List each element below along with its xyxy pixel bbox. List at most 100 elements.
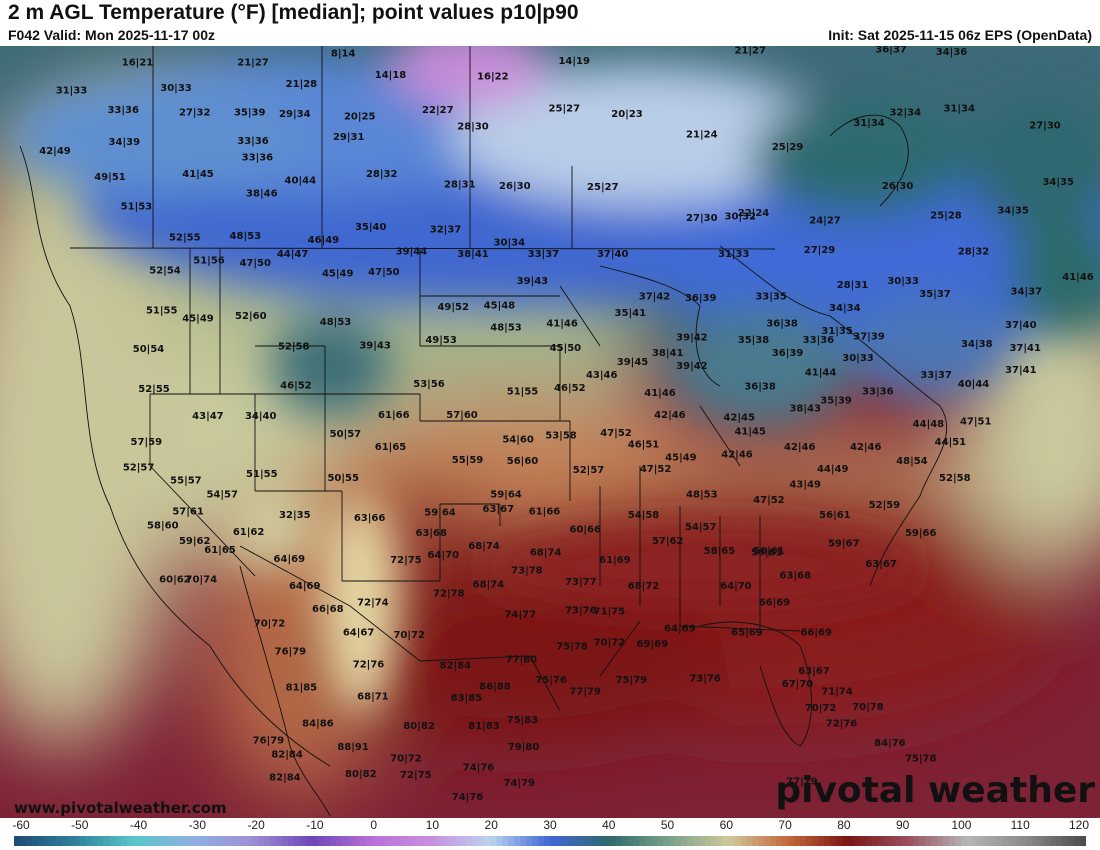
legend-tick-label: -20 [247, 818, 265, 832]
point-value-label: 63|68 [415, 528, 447, 539]
point-value-label: 77|80 [506, 654, 538, 665]
colorbar-segment [669, 836, 676, 846]
legend-tick-label: 0 [370, 818, 377, 832]
point-value-label: 38|41 [652, 348, 684, 359]
colorbar-segment [264, 836, 271, 846]
legend-tick-label: 50 [660, 818, 675, 832]
legend-tick-label: 20 [484, 818, 498, 832]
point-value-label: 37|42 [639, 292, 671, 303]
point-value-label: 51|55 [246, 469, 278, 480]
point-value-label: 72|75 [400, 770, 432, 781]
colorbar-segment [14, 836, 21, 846]
colorbar-segment [109, 836, 116, 846]
colorbar-segment [139, 836, 146, 846]
point-value-label: 52|55 [169, 232, 201, 243]
colorbar-segment [984, 836, 992, 846]
point-value-label: 47|51 [960, 416, 992, 427]
point-value-label: 59|64 [490, 490, 522, 501]
point-value-label: 35|37 [919, 289, 951, 300]
point-value-label: 54|57 [685, 522, 717, 533]
colorbar-segment [19, 836, 27, 846]
point-value-label: 47|52 [640, 464, 672, 475]
point-value-label: 63|68 [780, 571, 812, 582]
colorbar-segment [716, 836, 724, 846]
colorbar-segment [812, 836, 819, 846]
colorbar-segment [829, 836, 837, 846]
temperature-map[interactable]: 16|21 21|27 8|14 14|18 21|28 16|22 14|19 21|27 3… [0, 46, 1100, 818]
colorbar-segment [937, 836, 944, 846]
point-value-label: 38|43 [789, 403, 821, 414]
point-value-label: 30|33 [887, 276, 919, 287]
point-value-label: 46|49 [308, 235, 340, 246]
point-value-label: 41|46 [1062, 272, 1094, 283]
point-value-label: 48|53 [686, 490, 718, 501]
colorbar-segment [949, 836, 956, 846]
legend-tick-label: 100 [951, 818, 972, 832]
point-value-label: 56|60 [507, 456, 539, 467]
colorbar-segment [919, 836, 926, 846]
colorbar-segment [853, 836, 861, 846]
point-value-label: 37|40 [1005, 320, 1037, 331]
point-value-label: 74|77 [505, 609, 537, 620]
point-value-label: 42|46 [784, 442, 816, 453]
colorbar-segment [371, 836, 378, 846]
point-value-label: 20|23 [611, 109, 643, 120]
point-value-label: 45|50 [550, 343, 582, 354]
point-value-label: 72|76 [826, 719, 858, 730]
colorbar-segment [353, 836, 360, 846]
point-value-label: 48|53 [490, 322, 522, 333]
colorbar-segment [103, 836, 110, 846]
colorbar-segment [692, 836, 700, 846]
colorbar-segment [460, 836, 468, 846]
colorbar-segment [145, 836, 152, 846]
point-value-label: 76|79 [253, 735, 285, 746]
point-value-label: 58|65 [704, 546, 736, 557]
colorbar-segment [871, 836, 878, 846]
point-value-label: 34|35 [1042, 177, 1074, 188]
point-value-label: 42|46 [654, 410, 686, 421]
point-value-label: 71|75 [594, 607, 626, 618]
colorbar-segment [454, 836, 462, 846]
point-value-label: 21|24 [686, 129, 718, 140]
colorbar-segment [651, 836, 658, 846]
point-value-label: 73|77 [565, 577, 597, 588]
point-value-label: 25|27 [587, 182, 619, 193]
point-value-label: 54|58 [628, 510, 660, 521]
colorbar-segment [115, 836, 122, 846]
colorbar-segment [150, 836, 158, 846]
point-value-label: 50|54 [133, 344, 165, 355]
point-value-label: 52|55 [138, 384, 170, 395]
colorbar-segment [913, 836, 920, 846]
colorbar-segment [954, 836, 962, 846]
point-value-label: 56|61 [819, 510, 851, 521]
colorbar-segment [776, 836, 783, 846]
point-value-label: 64|70 [428, 550, 460, 561]
point-value-label: 46|52 [554, 383, 586, 394]
colorbar-segment [740, 836, 747, 846]
point-value-label: 72|76 [353, 660, 385, 671]
point-value-label: 64|67 [343, 627, 375, 638]
point-value-label: 38|46 [246, 189, 278, 200]
point-value-label: 66|69 [800, 627, 832, 638]
colorbar-segment [496, 836, 503, 846]
point-value-label: 30|32 [725, 212, 757, 223]
point-value-label: 24|27 [809, 216, 841, 227]
point-value-label: 74|79 [503, 778, 535, 789]
colorbar-segment [168, 836, 176, 846]
point-value-label: 39|42 [676, 333, 708, 344]
colorbar-segment [681, 836, 688, 846]
point-value-label: 58|60 [147, 521, 179, 532]
colorbar-segment [734, 836, 741, 846]
colorbar-segment [627, 836, 634, 846]
point-value-label: 71|74 [821, 687, 853, 698]
colorbar-segment [186, 836, 194, 846]
point-value-label: 82|84 [269, 773, 301, 784]
point-value-label: 33|37 [528, 249, 560, 260]
colorbar-segment [442, 836, 450, 846]
colorbar-segment [722, 836, 730, 846]
colorbar-segment [865, 836, 872, 846]
colorbar-segment [67, 836, 74, 846]
point-value-label: 75|76 [535, 675, 567, 686]
colorbar-segment [698, 836, 706, 846]
point-value-label: 28|31 [837, 280, 869, 291]
